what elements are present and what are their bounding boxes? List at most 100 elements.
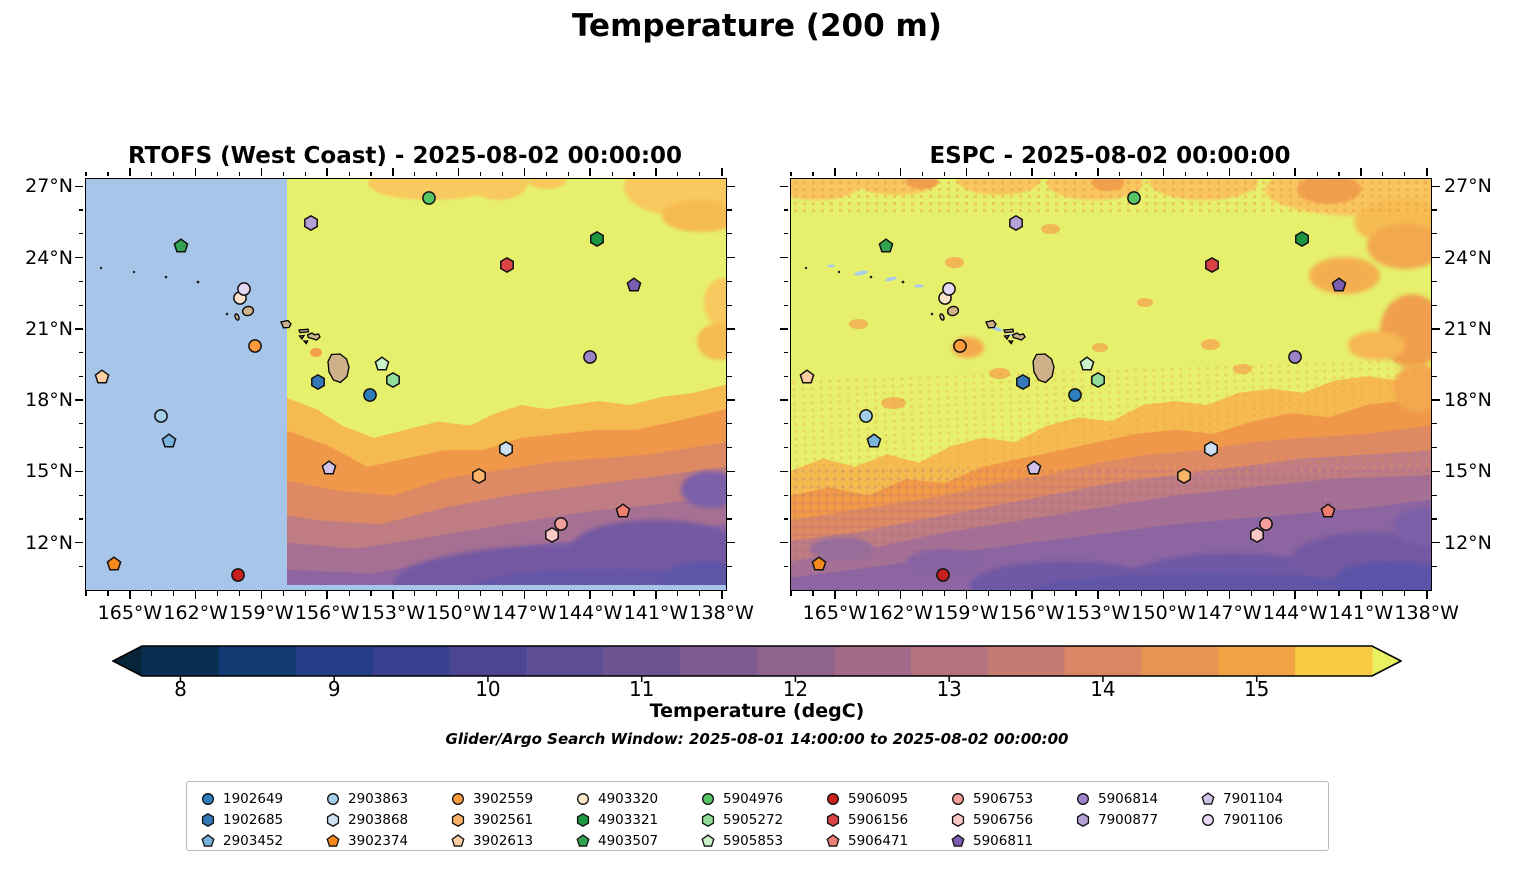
axis-tick [727,447,732,449]
axis-tick [1031,591,1033,599]
axis-tick [326,168,328,176]
axis-tick [611,591,613,596]
axis-tick [78,518,83,520]
float-marker-5906156 [499,257,515,274]
float-marker-5905272 [1090,372,1106,388]
temperature-patch [527,179,566,190]
legend-item-2903452: 2903452 [201,830,326,851]
float-marker-7901104 [321,460,337,476]
float-marker-7901106 [236,281,252,297]
axis-tick [1338,171,1340,176]
float-marker-5906095 [230,567,246,583]
legend-item-1902685: 1902685 [201,809,326,830]
temperature-patch [470,179,528,200]
axis-tick [589,591,591,599]
legend-float-id: 7901106 [1223,811,1284,828]
axis-tick [1294,591,1296,599]
legend-marker-pentagon-icon [1201,791,1215,806]
lon-tick-label: 138°W [689,602,754,624]
axis-tick [1119,171,1121,176]
axis-tick [1338,591,1340,596]
legend-marker-hexagon-icon [701,812,715,827]
axis-tick [85,591,87,596]
float-marker-5906753 [553,516,569,532]
float-marker-3902559 [247,338,263,354]
lon-tick-label: 144°W [1262,602,1328,624]
axis-tick [727,423,732,425]
axis-tick [1425,168,1428,176]
axis-tick [1206,171,1209,176]
float-marker-3902561 [1176,467,1192,484]
axis-tick [878,171,880,176]
legend-column: 2903863 2903868 3902374 [326,788,451,851]
temperature-patch [367,179,496,200]
temperature-patch [1232,363,1252,374]
axis-tick [217,171,219,176]
axis-tick [78,423,83,425]
legend-item-5906095: 5906095 [826,788,951,809]
legend-item-2903863: 2903863 [326,788,451,809]
axis-tick [943,591,946,596]
float-marker-7901106 [941,281,957,297]
legend-marker-pentagon-icon [451,833,465,848]
lat-tick-label: 21°N [25,317,73,340]
temperature-patch [1392,363,1431,414]
axis-tick [1162,168,1165,176]
legend-marker-hexagon-icon [826,812,840,827]
axis-tick [173,171,175,176]
axis-tick [1404,171,1406,176]
float-marker-5906156 [1204,257,1220,274]
axis-tick [1432,209,1437,211]
axis-tick [1432,233,1437,235]
float-marker-3902374 [811,555,827,572]
axis-tick [780,328,788,330]
lon-tick-label: 144°W [557,602,623,624]
axis-tick [720,591,723,599]
axis-tick [370,591,372,596]
axis-tick [727,565,732,568]
axis-tick [1250,591,1252,596]
axis-tick [1053,171,1055,176]
axis-tick [1119,591,1121,596]
float-marker-2903452 [866,433,882,449]
axis-tick [727,494,732,496]
legend-column: 5906814 7900877 [1076,788,1201,830]
axis-tick [348,171,350,176]
axis-tick [480,171,482,176]
axis-tick [790,591,792,596]
float-marker-5906814 [1287,349,1303,365]
axis-tick [727,185,735,188]
axis-tick [699,591,701,596]
axis-tick [1432,256,1440,259]
lat-tick-label: 15°N [1444,460,1492,483]
colorbar-tick-label: 8 [174,677,187,701]
axis-tick [1097,591,1099,599]
axis-tick [414,591,416,596]
axis-tick [78,352,83,354]
axis-tick [856,171,858,176]
colorbar-tick-labels: 8 9 10 11 12 13 14 15 [112,677,1402,701]
figure-title: Temperature (200 m) [572,8,942,44]
axis-tick [1382,591,1384,596]
temperature-patch [906,179,939,190]
axis-tick [727,328,735,330]
float-marker-5904976 [1126,190,1142,206]
lon-tick-label: 150°W [426,602,491,624]
legend-float-id: 5905853 [723,832,784,849]
axis-tick [1206,591,1209,596]
axis-tick [78,494,83,496]
axis-tick [783,233,788,235]
float-marker-5905853 [1079,356,1095,372]
axis-tick [1432,375,1437,377]
axis-tick [780,185,788,188]
map-panel-rtofs [85,178,727,591]
axis-tick [699,171,701,176]
legend-float-id: 5906814 [1098,790,1159,807]
axis-tick [943,171,946,176]
axis-tick [304,171,306,176]
field-noise-texture [791,179,1431,212]
legend-float-id: 3902559 [473,790,534,807]
legend-column: 1902649 1902685 2903452 [201,788,326,851]
float-marker-3902613 [799,369,815,385]
lat-tick-label: 18°N [1444,389,1492,412]
